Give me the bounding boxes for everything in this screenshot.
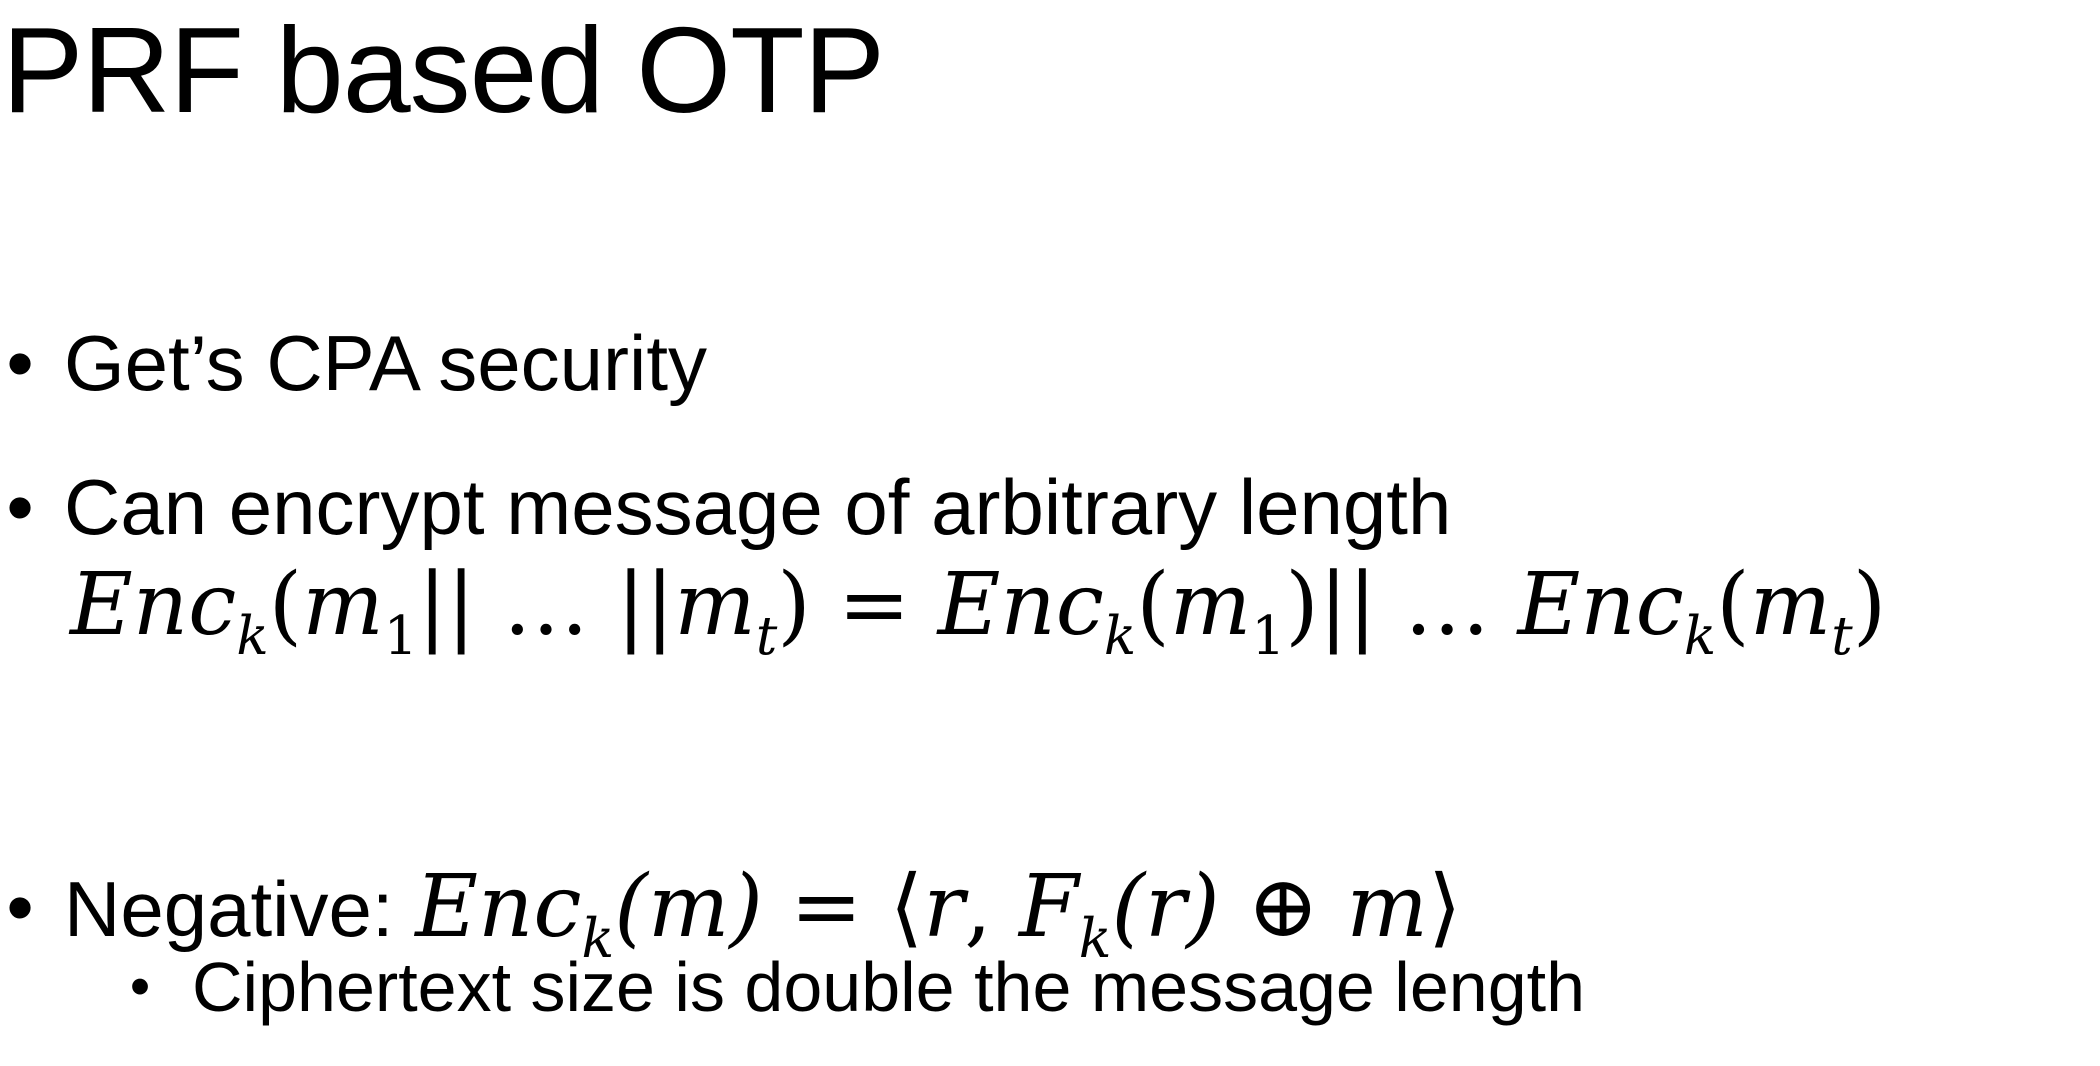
bullet-dot: • bbox=[6, 863, 34, 951]
neg-m: m bbox=[1346, 857, 1428, 957]
eq-lhs-sub: k bbox=[236, 605, 269, 668]
eq-rhs2-open: ( bbox=[1716, 555, 1750, 655]
eq-m1: m bbox=[302, 555, 384, 655]
eq-rhs2-m: m bbox=[1749, 555, 1832, 655]
bullet-negative-row: Negative: Enck(m) = ⟨r, Fk(r) ⊕ m⟩ bbox=[64, 862, 1462, 970]
eq-rhs1-sub: k bbox=[1103, 605, 1137, 668]
neg-r: r bbox=[923, 857, 965, 957]
eq-rhs2-m-sub: t bbox=[1831, 605, 1853, 668]
eq-rhs1-close: ) bbox=[1285, 555, 1319, 655]
neg-rangle: ⟩ bbox=[1427, 857, 1462, 957]
sub-bullet-dot: • bbox=[129, 954, 151, 1019]
neg-F-arg: (r) bbox=[1111, 857, 1220, 957]
eq-concat-1: || … || bbox=[417, 555, 675, 655]
neg-arg: (m) bbox=[614, 857, 763, 957]
xor-icon: ⊕ bbox=[1219, 857, 1347, 957]
eq-equals: = bbox=[810, 555, 938, 655]
bullet-text: Get’s CPA security bbox=[64, 319, 708, 407]
eq-mt-sub: t bbox=[755, 605, 778, 668]
eq-rhs2-sub: k bbox=[1683, 605, 1717, 668]
neg-comma: , bbox=[964, 857, 1020, 957]
bullet-text: Negative: bbox=[64, 865, 416, 953]
eq-mt: m bbox=[674, 555, 756, 655]
neg-fn-sub: k bbox=[581, 906, 615, 970]
encryption-equation: Enck(m1|| … ||mt) = Enck(m1)|| … Enck(mt… bbox=[70, 555, 1887, 668]
eq-rhs2-fn: Enc bbox=[1517, 555, 1684, 655]
eq-lhs-open: ( bbox=[268, 555, 303, 655]
bullet-dot: • bbox=[6, 463, 34, 551]
bullet-text: Can encrypt message of arbitrary length bbox=[64, 463, 1452, 551]
eq-rhs1-m: m bbox=[1169, 555, 1252, 655]
eq-m1-sub: 1 bbox=[383, 605, 418, 668]
sub-bullet-text: Ciphertext size is double the message le… bbox=[192, 948, 1586, 1026]
neg-langle: ⟨ bbox=[889, 857, 924, 957]
eq-rhs1-m-sub: 1 bbox=[1251, 605, 1286, 668]
neg-equals: = bbox=[762, 857, 890, 957]
eq-rhs1-fn: Enc bbox=[937, 555, 1104, 655]
eq-lhs-fn: Enc bbox=[70, 555, 237, 655]
eq-lhs-close: ) bbox=[777, 555, 811, 655]
neg-F-sub: k bbox=[1078, 906, 1112, 970]
slide-title: PRF based OTP bbox=[2, 2, 885, 138]
neg-fn: Enc bbox=[415, 857, 582, 957]
eq-rhs2-close: ) bbox=[1852, 555, 1887, 655]
eq-rhs1-open: ( bbox=[1136, 555, 1170, 655]
neg-F: F bbox=[1019, 857, 1079, 957]
bullet-dot: • bbox=[6, 319, 34, 407]
eq-concat-2: || … bbox=[1318, 555, 1518, 655]
